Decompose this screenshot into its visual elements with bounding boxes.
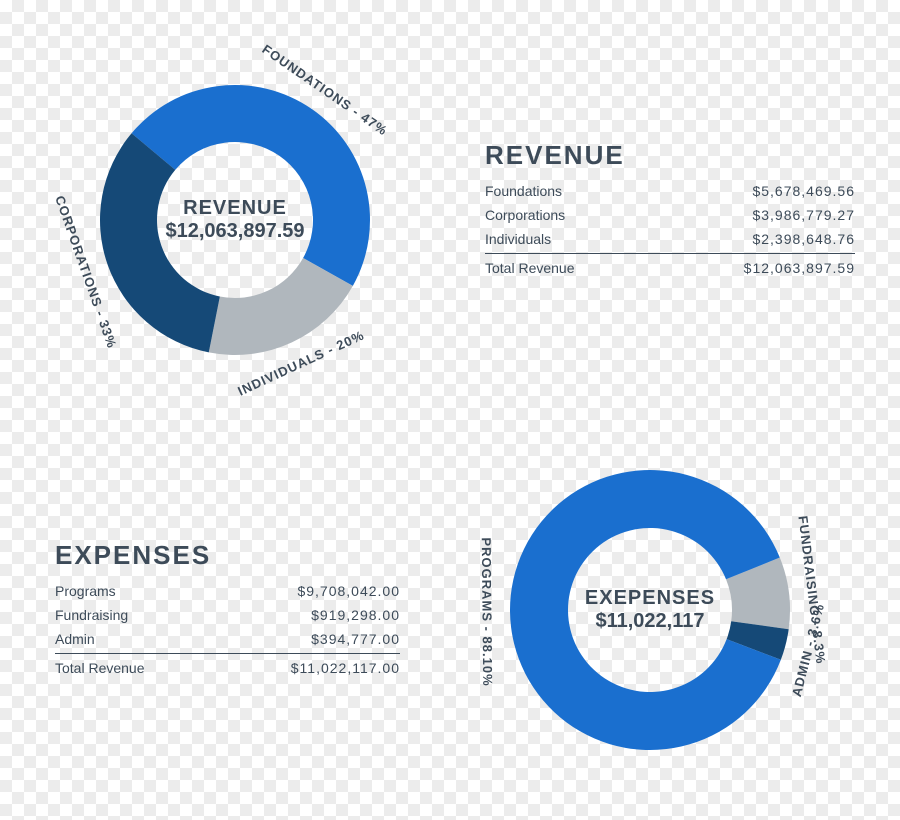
revenue-table-row: Foundations$5,678,469.56 <box>485 179 855 203</box>
revenue-table-row-value: $2,398,648.76 <box>650 227 855 254</box>
expenses-donut-chart: EXEPENSES $11,022,117 FUNDRAISING - 8.3%… <box>457 417 843 803</box>
expenses-table-row-label: Fundraising <box>55 603 210 627</box>
revenue-table-total-value: $12,063,897.59 <box>650 254 855 281</box>
revenue-table-row-label: Corporations <box>485 203 650 227</box>
revenue-slice <box>132 85 370 286</box>
expenses-table-total-label: Total Revenue <box>55 654 210 681</box>
expenses-table-row-value: $9,708,042.00 <box>210 579 400 603</box>
expenses-table-row-label: Admin <box>55 627 210 654</box>
expenses-table-block: EXPENSES Programs$9,708,042.00Fundraisin… <box>55 540 400 680</box>
revenue-table-title: REVENUE <box>485 140 855 171</box>
revenue-table-row-value: $5,678,469.56 <box>650 179 855 203</box>
revenue-table-total-label: Total Revenue <box>485 254 650 281</box>
revenue-table-row: Individuals$2,398,648.76 <box>485 227 855 254</box>
expenses-table-row-value: $919,298.00 <box>210 603 400 627</box>
expenses-table-total-row: Total Revenue$11,022,117.00 <box>55 654 400 681</box>
expenses-table-row: Fundraising$919,298.00 <box>55 603 400 627</box>
revenue-table-total-row: Total Revenue$12,063,897.59 <box>485 254 855 281</box>
expenses-table-row-value: $394,777.00 <box>210 627 400 654</box>
revenue-table-row: Corporations$3,986,779.27 <box>485 203 855 227</box>
revenue-table-row-value: $3,986,779.27 <box>650 203 855 227</box>
expenses-table: Programs$9,708,042.00Fundraising$919,298… <box>55 579 400 680</box>
expenses-table-row-label: Programs <box>55 579 210 603</box>
revenue-slice <box>100 133 220 352</box>
revenue-table: Foundations$5,678,469.56Corporations$3,9… <box>485 179 855 280</box>
expenses-table-row: Programs$9,708,042.00 <box>55 579 400 603</box>
revenue-table-row-label: Foundations <box>485 179 650 203</box>
expenses-slice-label: PROGRAMS - 88.10% <box>479 537 496 686</box>
revenue-table-row-label: Individuals <box>485 227 650 254</box>
expenses-table-total-value: $11,022,117.00 <box>210 654 400 681</box>
revenue-table-block: REVENUE Foundations$5,678,469.56Corporat… <box>485 140 855 280</box>
expenses-table-title: EXPENSES <box>55 540 400 571</box>
expenses-table-row: Admin$394,777.00 <box>55 627 400 654</box>
revenue-donut-chart: REVENUE $12,063,897.59 FOUNDATIONS - 47%… <box>47 32 423 408</box>
